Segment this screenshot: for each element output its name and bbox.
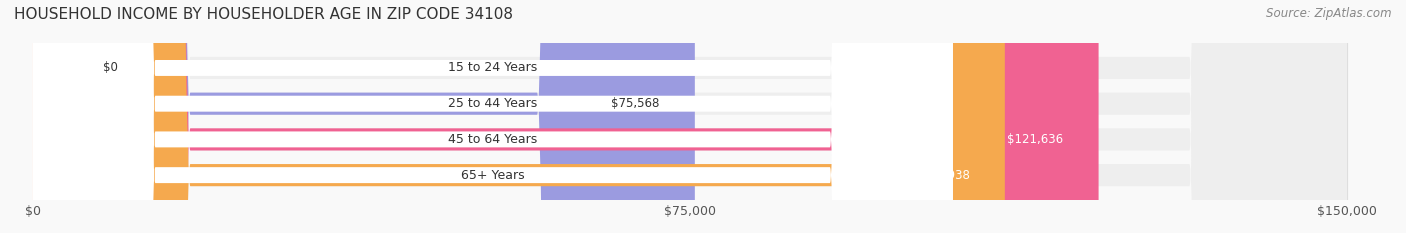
FancyBboxPatch shape xyxy=(32,0,1347,233)
FancyBboxPatch shape xyxy=(32,0,1347,233)
FancyBboxPatch shape xyxy=(32,0,953,233)
FancyBboxPatch shape xyxy=(32,0,1347,233)
Text: Source: ZipAtlas.com: Source: ZipAtlas.com xyxy=(1267,7,1392,20)
Text: $121,636: $121,636 xyxy=(1008,133,1063,146)
Text: 15 to 24 Years: 15 to 24 Years xyxy=(449,62,537,75)
Text: $110,938: $110,938 xyxy=(914,169,970,182)
FancyBboxPatch shape xyxy=(32,0,953,233)
Text: 25 to 44 Years: 25 to 44 Years xyxy=(449,97,537,110)
Text: $75,568: $75,568 xyxy=(612,97,659,110)
FancyBboxPatch shape xyxy=(32,0,1347,233)
Text: 65+ Years: 65+ Years xyxy=(461,169,524,182)
Text: $0: $0 xyxy=(103,62,118,75)
FancyBboxPatch shape xyxy=(32,0,1005,233)
Text: HOUSEHOLD INCOME BY HOUSEHOLDER AGE IN ZIP CODE 34108: HOUSEHOLD INCOME BY HOUSEHOLDER AGE IN Z… xyxy=(14,7,513,22)
Text: 45 to 64 Years: 45 to 64 Years xyxy=(449,133,537,146)
FancyBboxPatch shape xyxy=(32,0,1098,233)
FancyBboxPatch shape xyxy=(32,0,695,233)
FancyBboxPatch shape xyxy=(32,0,953,233)
FancyBboxPatch shape xyxy=(32,0,953,233)
